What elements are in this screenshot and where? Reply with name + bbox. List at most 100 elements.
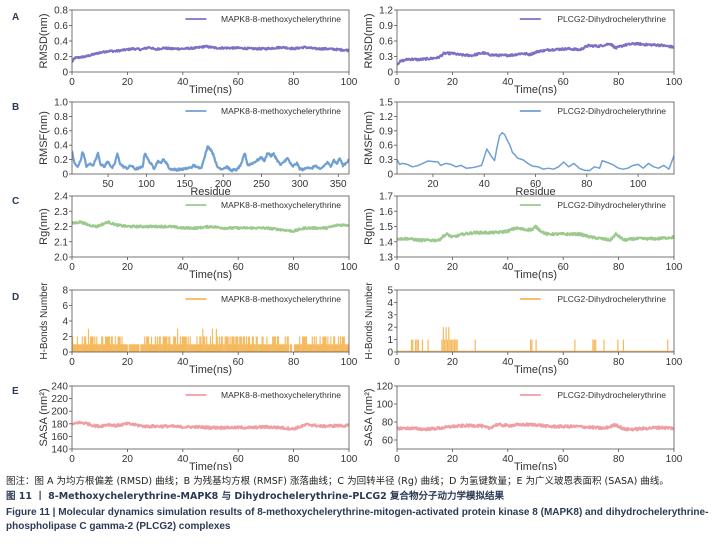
y-tick-label: 0.6 <box>54 126 68 137</box>
hbond-bar <box>160 344 162 352</box>
hbond-bar <box>427 339 429 352</box>
hbond-bar <box>278 344 281 352</box>
hbond-bar <box>259 344 261 352</box>
hbond-bar <box>320 344 322 352</box>
hbond-bar <box>118 336 120 352</box>
hbond-bar <box>280 344 283 352</box>
hbond-bar <box>100 344 102 352</box>
hbond-bar <box>193 344 195 352</box>
hbond-bar <box>163 336 165 352</box>
y-tick-label: 0 <box>62 170 68 181</box>
hbond-bar <box>141 344 143 352</box>
x-tick-label: 250 <box>253 179 270 190</box>
hbond-bar <box>302 336 304 352</box>
hbond-bar <box>154 336 156 352</box>
hbond-bar <box>273 336 275 352</box>
x-axis-title: Time(ns) <box>189 364 232 376</box>
y-tick-label: 2 <box>62 332 68 343</box>
hbond-bar <box>251 336 253 352</box>
hbond-bar <box>91 336 93 352</box>
legend-label: PLCG2-Dihydrochelerythrine <box>557 200 666 210</box>
hbond-bar <box>274 336 276 352</box>
hbond-bar <box>78 344 80 352</box>
x-tick-label: 80 <box>288 77 300 88</box>
x-tick-label: 20 <box>447 77 459 88</box>
hbond-bar <box>239 336 241 352</box>
hbond-bar <box>324 336 326 352</box>
hbond-bar <box>161 344 163 352</box>
hbond-bar <box>111 336 113 352</box>
hbond-bar <box>80 344 82 352</box>
hbond-bar <box>317 344 319 352</box>
hbond-bar <box>340 344 342 352</box>
legend-label: PLCG2-Dihydrochelerythrine <box>557 106 666 116</box>
hbond-bar <box>301 344 303 352</box>
hbond-bar <box>106 336 109 352</box>
hbond-bar <box>143 344 145 352</box>
hbond-bar <box>195 344 197 352</box>
hbond-bar <box>208 344 210 352</box>
hbond-bar <box>235 336 237 352</box>
hbond-bar <box>243 336 245 352</box>
hbond-bar <box>173 336 175 352</box>
x-tick-label: 100 <box>138 179 155 190</box>
hbond-bar <box>451 339 453 352</box>
hbond-bar <box>286 336 288 352</box>
hbond-bar <box>157 344 159 352</box>
hbond-bar <box>300 344 302 352</box>
y-tick-label: 0.3 <box>379 155 393 166</box>
hbond-bar <box>346 344 348 352</box>
hbond-bar <box>95 344 97 352</box>
y-tick-label: 1 <box>387 335 393 346</box>
hbond-bar <box>79 344 81 352</box>
y-tick-label: 0 <box>62 68 68 79</box>
hbond-bar <box>453 339 455 352</box>
series-line <box>72 44 349 63</box>
x-tick-label: 80 <box>613 262 625 273</box>
x-axis-title: Time(ns) <box>189 269 232 281</box>
series-line <box>397 224 674 243</box>
hbond-bar <box>112 344 114 352</box>
y-tick-label: 0.4 <box>54 37 68 48</box>
hbond-bar <box>306 344 309 352</box>
hbond-bar <box>147 336 149 352</box>
hbond-bar <box>104 344 106 352</box>
chart-A-left: 0 0.2 0.4 0.6 0.8 0 20 40 60 80 100 Time(ns) RMSD(nm… <box>38 6 358 97</box>
hbond-bar <box>332 344 334 352</box>
hbond-bar <box>246 336 248 352</box>
panel-letter-C: C <box>12 196 19 207</box>
hbond-bar <box>229 336 231 352</box>
hbond-bar <box>171 344 173 352</box>
hbond-bar <box>224 336 226 352</box>
hbond-bars <box>397 327 674 352</box>
hbond-bar <box>345 344 347 352</box>
hbond-bar <box>256 336 258 352</box>
y-tick-label: 1.6 <box>379 207 393 218</box>
x-tick-label: 40 <box>502 357 514 368</box>
x-axis-title: Time(ns) <box>514 461 557 470</box>
hbond-bar <box>199 336 201 352</box>
hbond-bar <box>293 344 296 352</box>
hbond-bar <box>185 336 187 352</box>
hbond-bar <box>209 344 211 352</box>
hbond-bar <box>164 336 166 352</box>
hbond-bar <box>105 336 107 352</box>
hbond-bar <box>290 344 292 352</box>
hbond-bar <box>323 336 325 352</box>
hbond-bar <box>415 339 417 352</box>
x-tick-label: 80 <box>613 454 625 465</box>
hbond-bar <box>253 344 255 352</box>
hbond-bar <box>197 344 199 352</box>
hbond-bar <box>134 344 136 352</box>
hbond-bar <box>138 344 140 352</box>
hbond-bar <box>189 336 191 352</box>
y-tick-label: 160 <box>51 432 68 443</box>
x-axis-title: Residue <box>515 186 555 198</box>
hbond-bar <box>455 339 457 352</box>
x-axis-title: Time(ns) <box>514 364 557 376</box>
x-tick-label: 60 <box>530 179 542 190</box>
hbond-bar <box>90 336 92 352</box>
